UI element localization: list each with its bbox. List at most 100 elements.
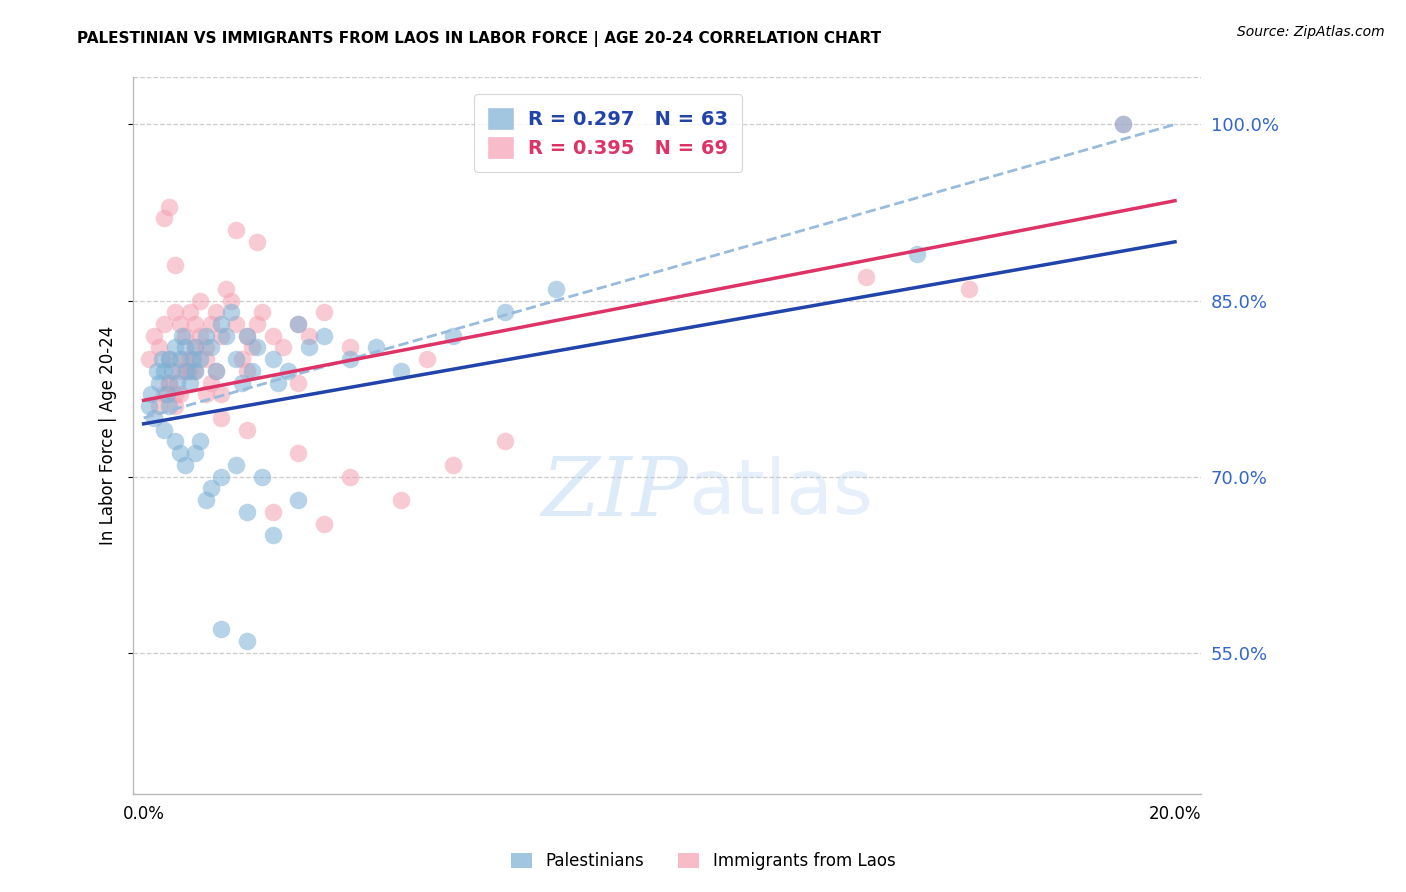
Point: [209, 411, 232, 425]
Point: [138, 399, 160, 413]
Text: Source: ZipAtlas.com: Source: ZipAtlas.com: [1237, 25, 1385, 39]
Point: [225, 352, 247, 367]
Point: [174, 364, 197, 378]
Point: [163, 434, 186, 449]
Point: [339, 341, 361, 355]
Point: [225, 458, 247, 472]
Point: [298, 341, 321, 355]
Point: [156, 387, 179, 401]
Point: [905, 246, 928, 260]
Point: [184, 341, 207, 355]
Point: [143, 328, 166, 343]
Point: [148, 376, 170, 390]
Point: [546, 282, 568, 296]
Point: [159, 376, 181, 390]
Point: [194, 352, 217, 367]
Point: [209, 469, 232, 483]
Point: [174, 328, 197, 343]
Point: [314, 516, 336, 531]
Point: [287, 493, 309, 508]
Point: [225, 317, 247, 331]
Point: [190, 434, 212, 449]
Point: [145, 364, 167, 378]
Point: [190, 352, 212, 367]
Text: ZIP: ZIP: [541, 453, 689, 533]
Point: [184, 446, 207, 460]
Point: [159, 352, 181, 367]
Point: [314, 328, 336, 343]
Point: [416, 352, 439, 367]
Point: [200, 317, 222, 331]
Point: [179, 305, 201, 319]
Point: [236, 328, 259, 343]
Point: [190, 328, 212, 343]
Point: [287, 317, 309, 331]
Legend: R = 0.297   N = 63, R = 0.395   N = 69: R = 0.297 N = 63, R = 0.395 N = 69: [474, 95, 742, 172]
Point: [1112, 117, 1135, 131]
Point: [339, 469, 361, 483]
Point: [179, 352, 201, 367]
Point: [200, 482, 222, 496]
Point: [1112, 117, 1135, 131]
Point: [494, 434, 516, 449]
Point: [174, 458, 197, 472]
Point: [153, 387, 176, 401]
Point: [179, 364, 201, 378]
Point: [166, 376, 188, 390]
Point: [174, 341, 197, 355]
Point: [225, 223, 247, 237]
Point: [215, 282, 238, 296]
Point: [246, 341, 269, 355]
Point: [287, 446, 309, 460]
Text: atlas: atlas: [689, 456, 873, 530]
Point: [287, 317, 309, 331]
Point: [240, 364, 263, 378]
Point: [267, 376, 290, 390]
Point: [153, 423, 176, 437]
Point: [169, 446, 191, 460]
Point: [163, 341, 186, 355]
Point: [855, 270, 877, 285]
Point: [169, 387, 191, 401]
Y-axis label: In Labor Force | Age 20-24: In Labor Force | Age 20-24: [100, 326, 117, 545]
Point: [153, 364, 176, 378]
Point: [172, 328, 194, 343]
Point: [252, 469, 274, 483]
Point: [262, 505, 284, 519]
Point: [174, 352, 197, 367]
Point: [194, 387, 217, 401]
Point: [169, 364, 191, 378]
Point: [200, 376, 222, 390]
Point: [184, 341, 207, 355]
Point: [391, 364, 413, 378]
Point: [339, 352, 361, 367]
Point: [179, 376, 201, 390]
Point: [209, 622, 232, 636]
Point: [209, 387, 232, 401]
Point: [236, 328, 259, 343]
Legend: Palestinians, Immigrants from Laos: Palestinians, Immigrants from Laos: [503, 846, 903, 877]
Point: [153, 317, 176, 331]
Point: [209, 317, 232, 331]
Point: [246, 317, 269, 331]
Point: [159, 200, 181, 214]
Point: [163, 387, 186, 401]
Point: [262, 528, 284, 542]
Point: [159, 352, 181, 367]
Point: [236, 423, 259, 437]
Point: [184, 364, 207, 378]
Point: [184, 364, 207, 378]
Point: [364, 341, 387, 355]
Point: [287, 376, 309, 390]
Point: [240, 341, 263, 355]
Point: [298, 328, 321, 343]
Point: [176, 364, 198, 378]
Point: [262, 352, 284, 367]
Point: [205, 305, 228, 319]
Point: [221, 293, 243, 308]
Point: [236, 364, 259, 378]
Point: [441, 328, 464, 343]
Point: [163, 258, 186, 272]
Point: [194, 341, 217, 355]
Point: [957, 282, 980, 296]
